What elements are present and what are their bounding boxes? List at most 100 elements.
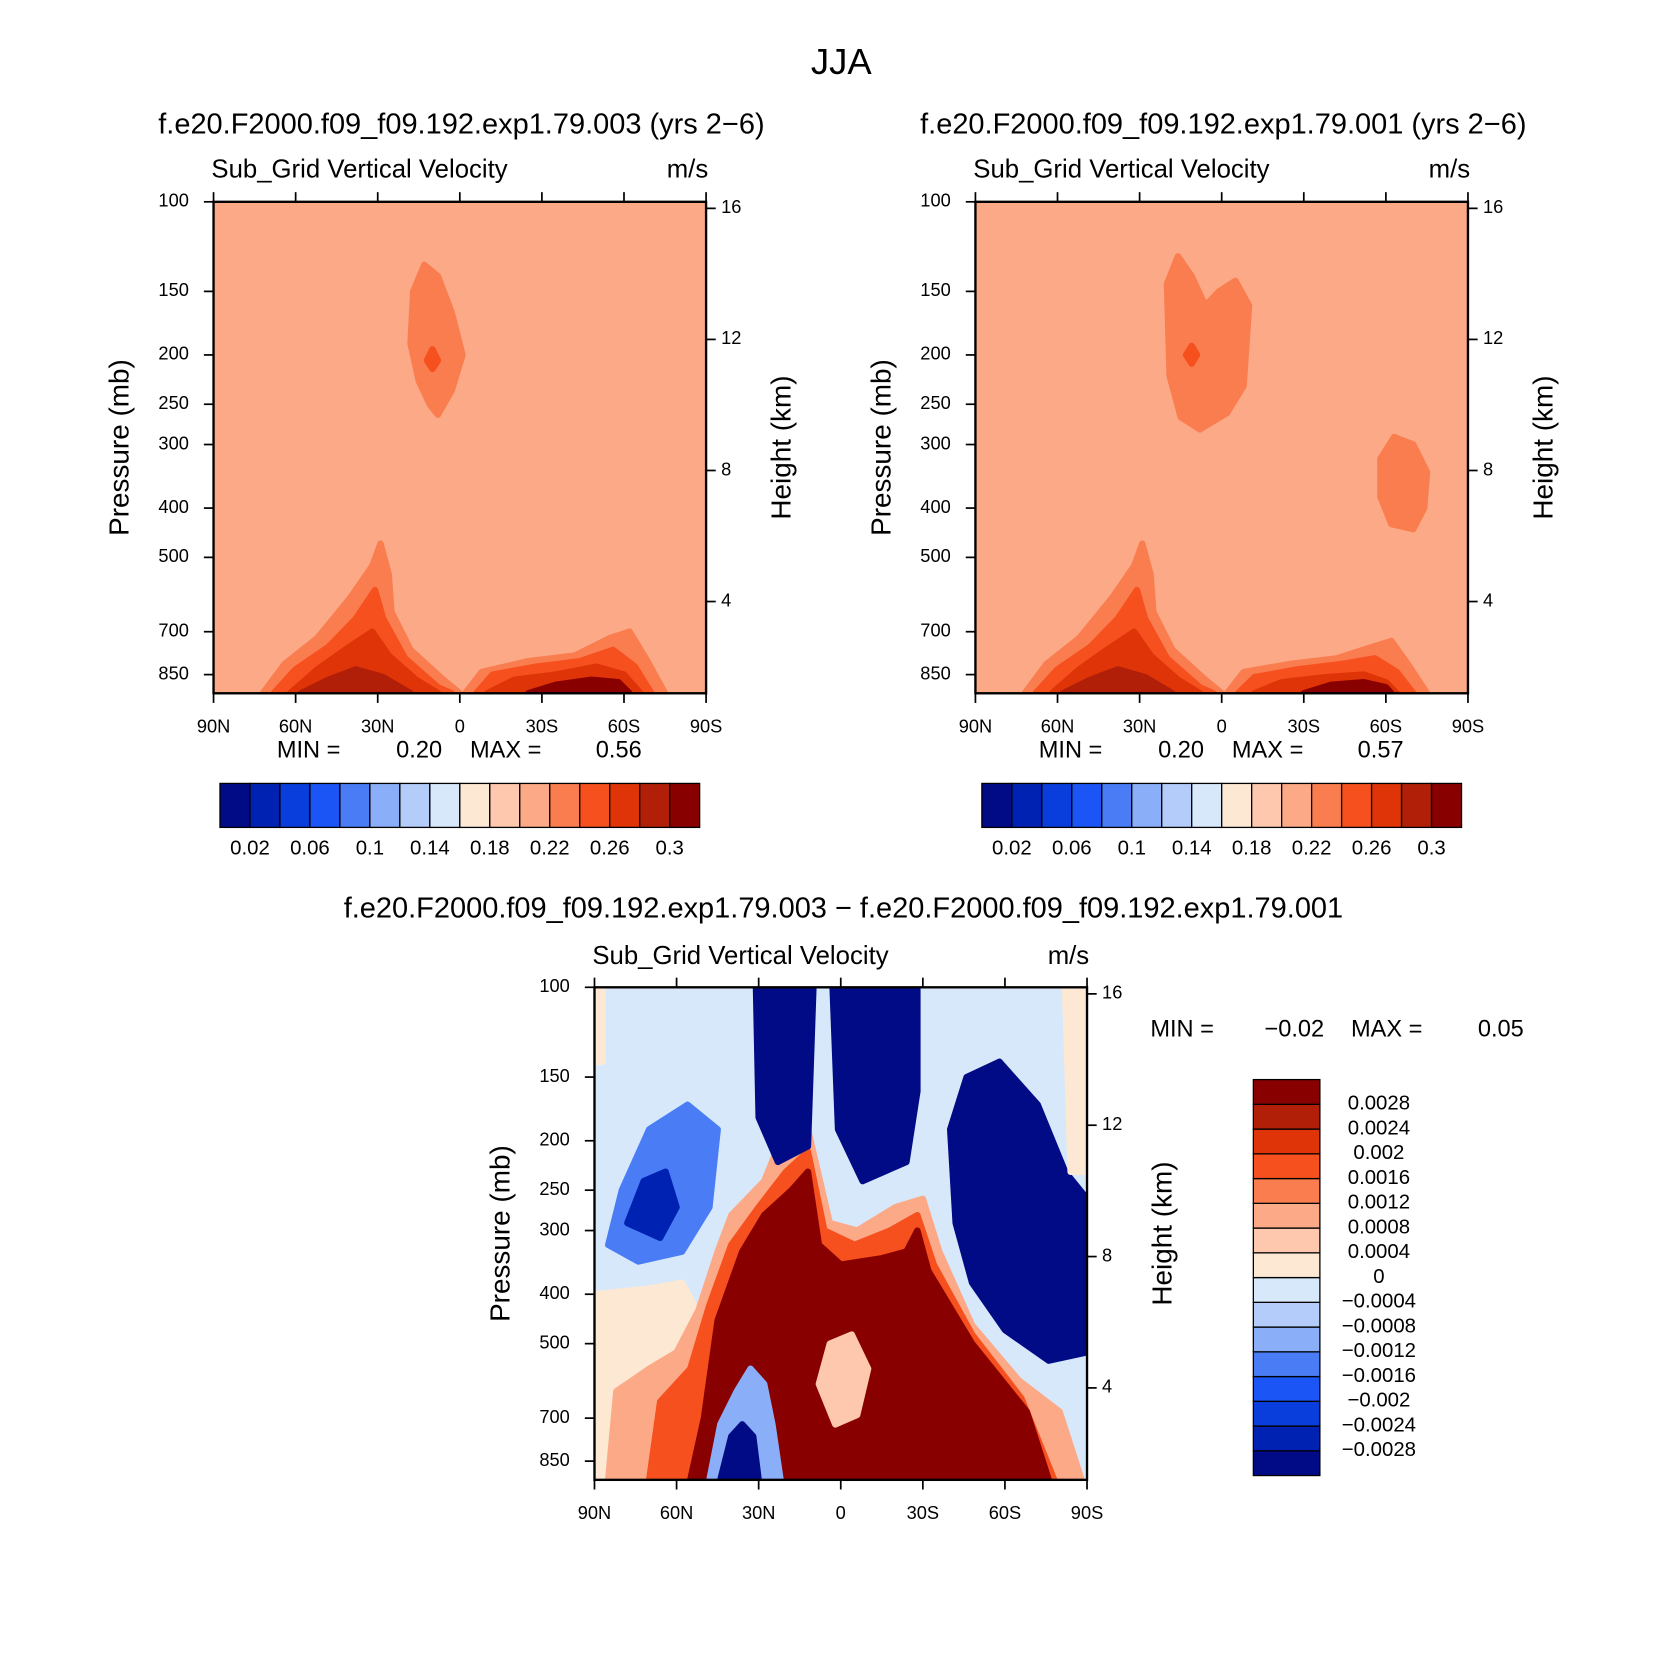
colorbar-label: 0.0028 <box>1348 1093 1410 1115</box>
colorbar-box <box>399 782 431 829</box>
colorbar-box <box>1252 1450 1321 1477</box>
plot-subtitle: Sub_Grid Vertical Velocity <box>592 942 888 970</box>
y-tick-label: 200 <box>920 343 950 364</box>
y2-tick-label: 12 <box>1102 1113 1122 1134</box>
panel: f.e20.F2000.f09_f09.192.exp1.79.001 (yrs… <box>866 108 1559 859</box>
colorbar-box <box>339 782 371 829</box>
colorbar-box <box>1252 1351 1321 1378</box>
y2-tick-label: 16 <box>721 196 741 217</box>
x-tick-label: 30S <box>907 1502 939 1523</box>
colorbar-box <box>1252 1103 1321 1130</box>
y2-tick-label: 16 <box>1102 982 1122 1003</box>
x-tick-label: 30N <box>742 1502 775 1523</box>
colorbar-label: −0.0028 <box>1342 1439 1416 1461</box>
colorbar-label: 0 <box>1373 1266 1384 1288</box>
colorbar-box <box>1252 1276 1321 1303</box>
x-tick-label: 30N <box>1123 715 1156 736</box>
colorbar-box <box>279 782 311 829</box>
x-tick-label: 0 <box>455 715 465 736</box>
y-tick-label: 700 <box>539 1406 569 1427</box>
colorbar-box <box>309 782 341 829</box>
contour-region <box>1182 342 1201 367</box>
x-tick-label: 60S <box>608 715 640 736</box>
contour-region <box>423 346 442 373</box>
contour-background <box>213 201 707 694</box>
panel-title: f.e20.F2000.f09_f09.192.exp1.79.003 (yrs… <box>158 108 764 140</box>
y-tick-label: 850 <box>539 1449 569 1470</box>
colorbar-box <box>549 782 581 829</box>
colorbar-box <box>1340 782 1373 829</box>
units-label: m/s <box>1429 155 1470 183</box>
colorbar-box <box>1131 782 1163 829</box>
x-tick-label: 60N <box>279 715 312 736</box>
y-tick-label: 250 <box>158 392 188 413</box>
colorbar-box <box>1310 782 1343 829</box>
colorbar-box <box>1252 1177 1321 1204</box>
y-tick-label: 700 <box>158 620 188 641</box>
colorbar-box <box>579 782 611 829</box>
max-value: 0.05 <box>1478 1016 1524 1042</box>
y2-tick-label: 4 <box>721 589 731 610</box>
colorbar-box <box>1252 1252 1321 1279</box>
contour-region <box>297 666 414 694</box>
colorbar-box <box>1252 1425 1321 1452</box>
colorbar-label: 0.1 <box>1118 837 1146 859</box>
contour-region <box>1163 253 1253 433</box>
plot-subtitle: Sub_Grid Vertical Velocity <box>211 155 507 183</box>
colorbar-label: 0.1 <box>356 837 384 859</box>
y-tick-label: 850 <box>158 662 188 683</box>
colorbar-label: 0.02 <box>230 837 270 859</box>
y2-tick-label: 12 <box>721 327 741 348</box>
y-tick-label: 200 <box>539 1129 569 1150</box>
contour-region <box>594 987 606 1065</box>
y-tick-label: 500 <box>158 545 188 566</box>
colorbar-label: −0.002 <box>1347 1390 1410 1412</box>
x-tick-label: 60N <box>660 1502 693 1523</box>
colorbar-box <box>249 782 281 829</box>
colorbar-label: −0.0004 <box>1342 1291 1416 1313</box>
panel-title: f.e20.F2000.f09_f09.192.exp1.79.003 − f.… <box>344 893 1343 925</box>
x-tick-label: 60N <box>1041 715 1074 736</box>
x-tick-label: 0 <box>1217 715 1227 736</box>
colorbar-box <box>1281 782 1313 829</box>
x-tick-label: 90N <box>197 715 230 736</box>
contour-region <box>407 261 466 418</box>
colorbar-box <box>1252 1202 1321 1229</box>
max-label: MAX = <box>470 737 541 763</box>
x-tick-label: 0 <box>836 1502 846 1523</box>
colorbar-box <box>459 782 491 829</box>
colorbar-label: 0.14 <box>410 837 450 859</box>
colorbar-label: 0.14 <box>1172 837 1212 859</box>
colorbar-box <box>1251 782 1283 829</box>
colorbar-label: 0.0024 <box>1348 1117 1410 1139</box>
y-tick-label: 300 <box>158 432 188 453</box>
contour-region <box>1300 679 1395 694</box>
max-value: 0.57 <box>1358 737 1404 763</box>
y-tick-label: 150 <box>158 279 188 300</box>
x-tick-label: 60S <box>1370 715 1402 736</box>
colorbar-label: 0.002 <box>1353 1142 1404 1164</box>
x-tick-label: 30S <box>1288 715 1320 736</box>
y2-axis-label: Height (km) <box>1528 375 1559 519</box>
y-tick-label: 100 <box>158 190 188 211</box>
y2-tick-label: 8 <box>1483 458 1493 479</box>
min-value: 0.20 <box>1158 737 1204 763</box>
x-tick-label: 30N <box>361 715 394 736</box>
colorbar-box <box>639 782 671 829</box>
y-tick-label: 250 <box>920 392 950 413</box>
y-axis-label: Pressure (mb) <box>485 1145 516 1322</box>
y-tick-label: 700 <box>920 620 950 641</box>
colorbar-label: 0.06 <box>290 837 330 859</box>
colorbar-box <box>1252 1326 1321 1353</box>
colorbar-label: −0.0008 <box>1342 1315 1416 1337</box>
colorbar-label: 0.0008 <box>1348 1216 1410 1238</box>
y-tick-label: 150 <box>920 279 950 300</box>
colorbar-label: 0.22 <box>1292 837 1332 859</box>
panel: f.e20.F2000.f09_f09.192.exp1.79.003 − f.… <box>344 893 1524 1523</box>
colorbar-box <box>1071 782 1103 829</box>
colorbar-box <box>1221 782 1253 829</box>
units-label: m/s <box>667 155 708 183</box>
min-label: MIN = <box>1150 1016 1214 1042</box>
x-tick-label: 90S <box>1071 1502 1103 1523</box>
